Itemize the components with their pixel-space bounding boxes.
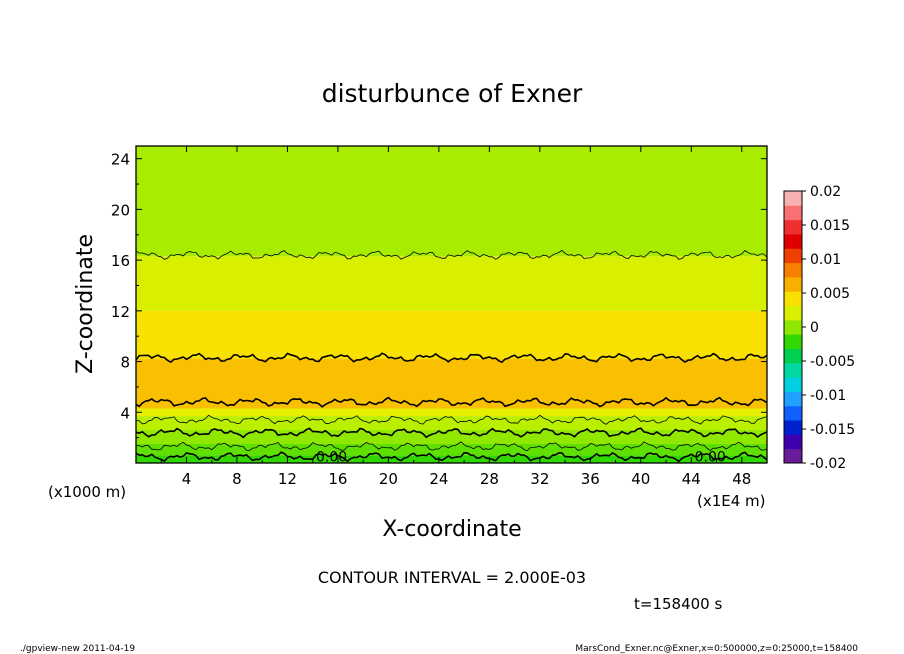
contour-band bbox=[136, 146, 767, 257]
footer-left: ./gpview-new 2011-04-19 bbox=[20, 644, 135, 654]
colorbar-tick-label: -0.005 bbox=[810, 354, 855, 370]
x-tick-label: 44 bbox=[682, 470, 701, 488]
filled-contour-bands bbox=[136, 146, 767, 463]
colorbar-swatch bbox=[784, 334, 802, 349]
colorbar-tick-label: -0.01 bbox=[810, 388, 846, 404]
colorbar-swatch bbox=[784, 420, 802, 435]
x-tick-label: 28 bbox=[480, 470, 499, 488]
y-axis-unit: (x1000 m) bbox=[48, 483, 126, 501]
plot-area bbox=[136, 146, 767, 463]
colorbar-swatch bbox=[784, 233, 802, 249]
colorbar-swatch bbox=[784, 219, 802, 235]
contour-band bbox=[136, 455, 767, 463]
colorbar-swatch bbox=[784, 319, 802, 335]
colorbar-swatch bbox=[784, 377, 802, 392]
contour-line bbox=[136, 441, 767, 452]
colorbar-tick-label: 0 bbox=[810, 320, 819, 336]
colorbar-swatch bbox=[784, 262, 802, 278]
contour-band bbox=[136, 416, 767, 431]
x-tick-label: 36 bbox=[581, 470, 600, 488]
contour-band bbox=[136, 408, 767, 417]
colorbar-tick-label: 0.015 bbox=[810, 218, 850, 234]
contour-band bbox=[136, 430, 767, 444]
contour-interval-text: CONTOUR INTERVAL = 2.000E-03 bbox=[318, 568, 586, 587]
x-tick-label: 8 bbox=[232, 470, 242, 488]
x-tick-label: 40 bbox=[631, 470, 650, 488]
x-tick-label: 12 bbox=[278, 470, 297, 488]
colorbar-tick-label: -0.02 bbox=[810, 456, 846, 472]
contour-line bbox=[136, 396, 767, 408]
contour-line bbox=[136, 249, 767, 260]
contour-band bbox=[136, 443, 767, 456]
colorbar-swatch bbox=[784, 362, 802, 378]
colorbar-tick-label: -0.015 bbox=[810, 422, 855, 438]
colorbar-swatch bbox=[784, 348, 802, 364]
colorbar-swatch bbox=[784, 276, 802, 292]
plot-frame bbox=[135, 145, 768, 464]
y-tick-label: 12 bbox=[111, 303, 130, 321]
colorbar-swatch bbox=[784, 305, 802, 321]
contour-labels: 0.00 0.00 bbox=[316, 450, 726, 466]
contour-label: 0.00 bbox=[695, 450, 726, 466]
colorbar bbox=[783, 190, 803, 464]
colorbar-swatch bbox=[784, 291, 802, 307]
colorbar-swatch bbox=[784, 248, 802, 264]
contour-lines bbox=[136, 249, 767, 463]
x-tick-label: 20 bbox=[379, 470, 398, 488]
x-axis-label: X-coordinate bbox=[382, 517, 521, 542]
contour-line bbox=[136, 451, 767, 463]
y-tick-label: 8 bbox=[120, 354, 130, 372]
y-tick-label: 4 bbox=[120, 404, 130, 422]
colorbar-tick-labels: 0.02 0.015 0.01 0.005 0 -0.005 -0.01 -0.015 -0.0… bbox=[802, 184, 855, 472]
x-tick-label: 16 bbox=[328, 470, 347, 488]
x-tick-label: 4 bbox=[182, 470, 192, 488]
colorbar-swatch bbox=[784, 405, 802, 421]
contour-label: 0.00 bbox=[316, 450, 347, 466]
colorbar-swatch bbox=[784, 391, 802, 407]
contour-line bbox=[136, 414, 767, 425]
colorbar-tick-label: 0.01 bbox=[810, 252, 841, 268]
x-axis-ticks: 4 8 12 16 20 24 28 32 36 40 44 48 bbox=[160, 146, 751, 488]
x-tick-label: 32 bbox=[530, 470, 549, 488]
contour-band bbox=[136, 256, 767, 311]
x-tick-label: 24 bbox=[429, 470, 448, 488]
x-tick-label: 48 bbox=[732, 470, 751, 488]
colorbar-swatch bbox=[784, 191, 802, 206]
chart-title: disturbunce of Exner bbox=[322, 79, 583, 108]
y-axis-label: Z-coordinate bbox=[73, 234, 98, 374]
contour-line bbox=[136, 427, 767, 439]
colorbar-tick-label: 0.005 bbox=[810, 286, 850, 302]
colorbar-swatch bbox=[784, 434, 802, 450]
time-label: t=158400 s bbox=[634, 595, 722, 613]
x-axis-unit: (x1E4 m) bbox=[697, 492, 766, 510]
contour-line bbox=[136, 352, 767, 364]
contour-band bbox=[136, 310, 767, 360]
y-tick-label: 16 bbox=[111, 252, 130, 270]
y-axis-ticks: 4 8 12 16 20 24 bbox=[111, 151, 767, 439]
y-tick-label: 24 bbox=[111, 151, 130, 169]
y-tick-label: 20 bbox=[111, 201, 130, 219]
colorbar-swatch bbox=[784, 205, 802, 221]
colorbar-tick-label: 0.02 bbox=[810, 184, 841, 200]
footer-right: MarsCond_Exner.nc@Exner,x=0:500000,z=0:2… bbox=[575, 644, 858, 654]
colorbar-swatch bbox=[784, 448, 802, 464]
